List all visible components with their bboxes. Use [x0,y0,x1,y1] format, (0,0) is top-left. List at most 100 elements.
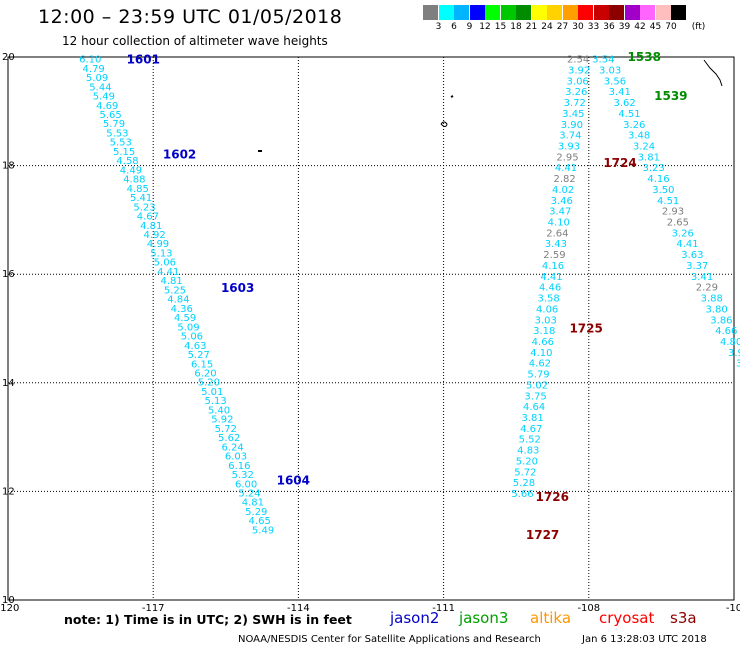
swh-value: 4.62 [529,359,551,370]
lat-tick-label: 10 [2,595,15,606]
colorbar-tick: 27 [556,22,569,32]
swh-value: 4.79 [83,64,105,75]
colorbar-tick: 39 [618,22,631,32]
swh-value: 3.93 [558,142,580,153]
swh-value: 4.80 [720,337,740,348]
colorbar-tick: 30 [572,22,584,32]
lon-tick-label: -114 [287,603,310,614]
colorbar-swatch [655,5,671,20]
swh-value: 3.03 [535,315,557,326]
swh-value: 4.88 [123,175,145,186]
swh-value: 4.41 [540,272,562,283]
pass-number: 1603 [221,281,254,295]
colorbar-swatch [516,5,531,20]
swh-value: 4.69 [96,101,118,112]
swh-value: 4.46 [539,283,561,294]
swh-value: 3.80 [705,304,727,315]
lat-tick-label: 20 [2,52,15,63]
coastline [258,59,723,152]
swh-value: 5.20 [516,456,538,467]
swh-value: 5.06 [181,332,203,343]
swh-value: 3.26 [672,228,694,239]
colorbar-tick: 42 [634,22,646,32]
swh-value: 3.47 [549,207,571,218]
swh-value: 4.67 [137,212,159,223]
island [450,95,454,98]
pass-number: 1601 [127,53,160,67]
satellite-legend-cryosat: cryosat [599,609,655,627]
swh-value: 4.51 [657,196,679,207]
timestamp-text: Jan 6 13:28:03 UTC 2018 [582,634,707,645]
swh-value: 2.54 [567,55,589,66]
swh-value: 5.52 [519,435,541,446]
swh-value: 5.49 [93,92,115,103]
swh-value: 6.16 [228,461,250,472]
map-subtitle: 12 hour collection of altimeter wave hei… [62,34,328,48]
colorbar-tick: 24 [541,22,553,32]
swh-value: 4.64 [523,402,545,413]
colorbar-swatch [624,5,640,20]
pass-number: 1602 [163,148,196,162]
swh-value: 4.81 [140,221,162,232]
swh-value: 4.36 [171,304,193,315]
swh-value: 5.27 [188,350,210,361]
swh-value: 6.24 [221,442,243,453]
swh-value: 6.03 [225,452,247,463]
swh-value: 5.24 [238,488,260,499]
colorbar-tick: 36 [603,22,615,32]
swh-value: 5.29 [245,507,267,518]
satellite-legend-altika: altika [530,609,572,627]
satellite-legend-jason3: jason3 [459,609,509,627]
pass-number: 1604 [277,474,310,488]
colorbar-swatch [423,5,438,20]
colorbar-swatch [500,5,516,20]
colorbar-tick: 9 [466,22,473,32]
colorbar-tick: 70 [665,22,677,32]
map-title: 12:00 – 23:59 UTC 01/05/2018 [38,6,343,28]
swh-value: 5.53 [110,138,132,149]
satellite-legend-s3a: s3a [670,609,697,627]
colorbar-swatch [485,5,500,20]
swh-value: 2.59 [543,250,565,261]
lat-tick-label: 14 [2,378,15,389]
swh-value: 3.37 [686,261,708,272]
swh-value: 3.26 [565,87,587,98]
swh-value: 4.81 [242,498,264,509]
swh-value: 4.51 [618,109,640,120]
swh-value: 4.59 [174,313,196,324]
colorbar-tick: 45 [649,22,662,32]
lat-tick-label: 16 [2,269,15,280]
swh-value: 4.81 [160,276,182,287]
swh-value: 5.09 [86,73,108,84]
swh-value: 4.66 [532,337,554,348]
swh-value: 4.49 [120,165,142,176]
pass-number: 1539 [654,89,687,103]
swh-value: 2.29 [696,283,718,294]
swh-value: 4.85 [127,184,149,195]
lon-tick-label: -10 [726,603,740,614]
colorbar-swatch [438,5,454,20]
swh-tracks: 6.104.795.095.445.494.695.655.795.535.53… [79,55,740,537]
swh-value: 3.23 [643,163,665,174]
swh-value: 3.46 [551,196,573,207]
swh-value: 2.65 [667,218,689,229]
swh-value: 3.75 [524,391,546,402]
credit-text: NOAA/NESDIS Center for Satellite Applica… [238,634,541,645]
swh-value: 5.72 [514,467,536,478]
swh-value: 3.18 [533,326,555,337]
lon-tick-label: -111 [432,603,455,614]
swh-value: 5.40 [208,405,230,416]
swh-value: 2.82 [553,174,575,185]
swh-value: 4.41 [157,267,179,278]
swh-value: 5.15 [113,147,135,158]
lat-lon-grid [7,56,735,601]
swh-value: 5.41 [130,193,152,204]
swh-value: 3.92 [568,65,590,76]
colorbar-tick: 12 [479,22,491,32]
swh-value: 4.67 [520,424,542,435]
swh-value: 6.20 [194,368,216,379]
pass-number: 1725 [569,322,602,336]
swh-value: 5.92 [211,415,233,426]
swh-value: 5.72 [215,424,237,435]
